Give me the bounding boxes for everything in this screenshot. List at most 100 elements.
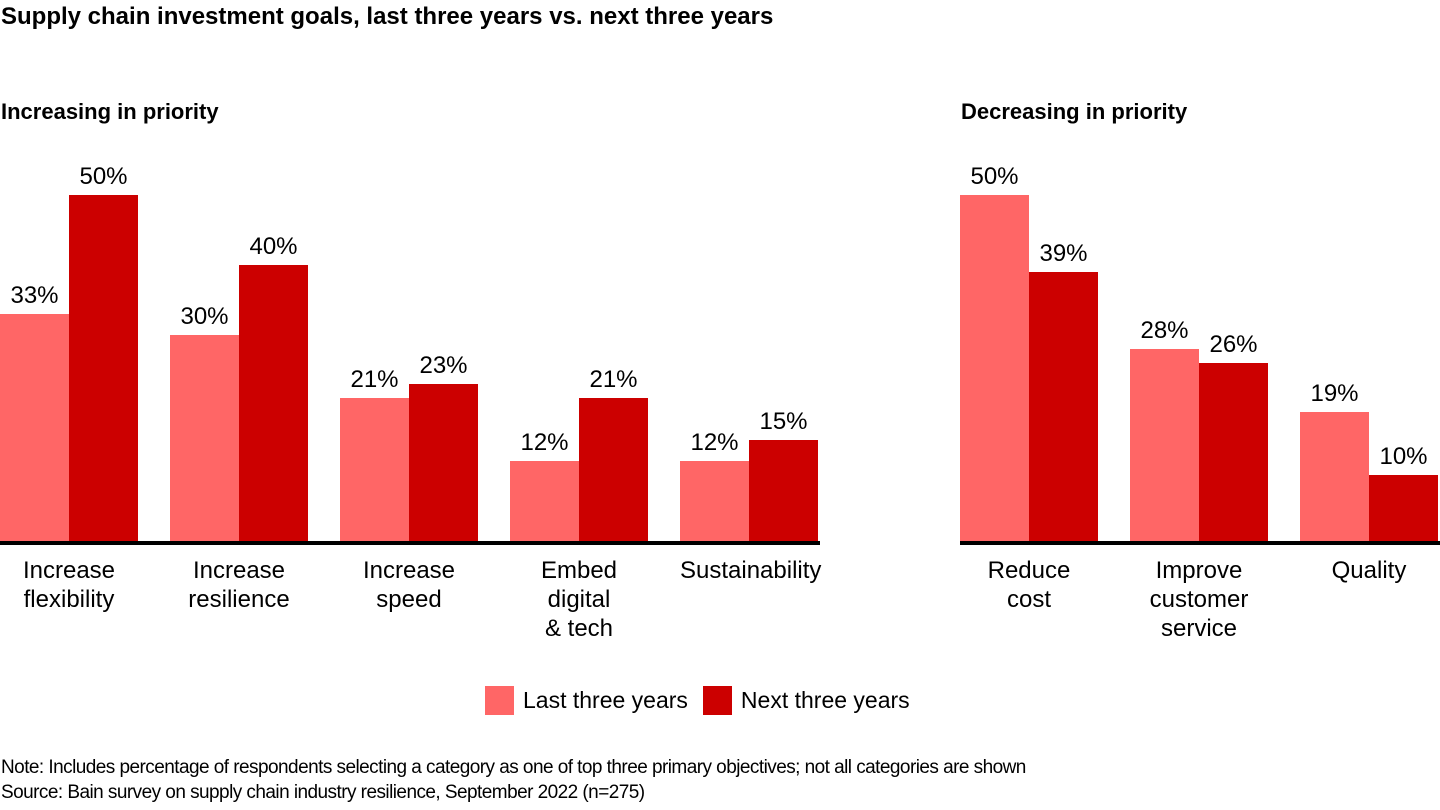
bar-value-label: 19% [1310,380,1359,407]
bar [0,314,69,545]
bar-group: 12% 15% [680,408,818,545]
bar-value-label: 50% [970,163,1019,190]
category-label: Quality [1300,556,1438,643]
bar-value-label: 33% [10,282,59,309]
bar-column: 21% [579,366,648,545]
category-label-line: speed [376,586,442,613]
bar-column: 50% [69,163,138,545]
bar-column: 21% [340,366,409,545]
x-axis-line [960,541,1440,545]
category-label-line: Improve [1155,557,1243,584]
legend-label: Last three years [523,687,688,713]
bar-column: 26% [1199,331,1268,545]
category-labels-row: Increase flexibility Increase resilience Inc… [0,556,822,643]
category-label: Sustainability [680,556,822,643]
bar-value-label: 10% [1379,443,1428,470]
bar-value-label: 39% [1039,240,1088,267]
bar [960,195,1029,545]
bar [680,461,749,545]
bar [579,398,648,545]
bar [1300,412,1369,545]
category-labels-row: Reduce cost Improve customer service Quality [960,556,1438,643]
category-label-line: Quality [1331,557,1407,584]
bar-column: 30% [170,303,239,545]
bar [340,398,409,545]
bar [409,384,478,545]
bar-column: 10% [1369,443,1438,545]
bar [1130,349,1199,545]
category-label-line: Increase [362,557,456,584]
category-label-line: Embed [540,557,618,584]
legend-swatch [702,686,732,715]
panel-header: Increasing in priority [1,99,219,124]
bar-value-label: 21% [589,366,638,393]
bar-value-label: 21% [350,366,399,393]
bars-row: 33% 50% 30% 40% 21% 23% 12% 21% 12% 15% [0,0,818,545]
bar-value-label: 26% [1209,331,1258,358]
category-label-line: & tech [544,615,614,642]
bar [510,461,579,545]
bar-group: 19% 10% [1300,380,1438,545]
category-label-line: Reduce [987,557,1071,584]
bar-group: 12% 21% [510,366,648,545]
chart-legend: Last three years Next three years [485,686,910,715]
panel-decreasing-in-priority: Decreasing in priority 50% 39% 28% 26% 19% 10%… [960,0,1440,810]
bar [239,265,308,545]
bar [170,335,239,545]
bar-column: 23% [409,352,478,545]
bar-value-label: 40% [249,233,298,260]
bar [749,440,818,545]
bar-group: 50% 39% [960,163,1098,545]
category-label: Increase speed [340,556,478,643]
bar-value-label: 30% [180,303,229,330]
category-label-line: digital [547,586,611,613]
bar-column: 19% [1300,380,1369,545]
category-label: Increase flexibility [0,556,138,643]
bar-column: 15% [749,408,818,545]
category-label-line: service [1160,615,1238,642]
bar-column: 40% [239,233,308,545]
bar-column: 33% [0,282,69,545]
bar [1369,475,1438,545]
panel-header: Decreasing in priority [961,99,1188,124]
bars-row: 50% 39% 28% 26% 19% 10% [960,0,1438,545]
category-label: Embed digital & tech [510,556,648,643]
legend-swatch [485,686,514,715]
bar-value-label: 12% [690,429,739,456]
chart-title: Supply chain investment goals, last thre… [1,3,774,30]
category-label-line: flexibility [23,586,115,613]
chart-source: Source: Bain survey on supply chain indu… [1,782,645,803]
bar-value-label: 15% [759,408,808,435]
bar-column: 39% [1029,240,1098,545]
bar [1199,363,1268,545]
bar-group: 33% 50% [0,163,138,545]
category-label: Increase resilience [170,556,308,643]
bar-value-label: 23% [419,352,468,379]
bar-value-label: 28% [1140,317,1189,344]
category-label-line: Increase [192,557,286,584]
bar-column: 12% [510,429,579,545]
category-label: Reduce cost [960,556,1098,643]
bar-column: 50% [960,163,1029,545]
chart-note: Note: Includes percentage of respondents… [1,757,1026,778]
category-label-line: cost [1006,586,1051,613]
x-axis-line [0,541,820,545]
category-label: Improve customer service [1130,556,1268,643]
bar-value-label: 12% [520,429,569,456]
bar [1029,272,1098,545]
legend-item: Last three years [485,686,688,715]
panel-increasing-in-priority: Increasing in priority 33% 50% 30% 40% 21% 23%… [0,0,822,643]
category-label-line: resilience [188,586,290,613]
category-label-line: customer [1149,586,1249,613]
bar [69,195,138,545]
category-label-line: Increase [22,557,116,584]
bar-column: 12% [680,429,749,545]
legend-label: Next three years [740,687,910,713]
category-label-line: Sustainability [680,557,822,584]
bar-column: 28% [1130,317,1199,545]
legend-item: Next three years [702,686,910,715]
bar-value-label: 50% [79,163,128,190]
bar-group: 30% 40% [170,233,308,545]
bar-group: 28% 26% [1130,317,1268,545]
